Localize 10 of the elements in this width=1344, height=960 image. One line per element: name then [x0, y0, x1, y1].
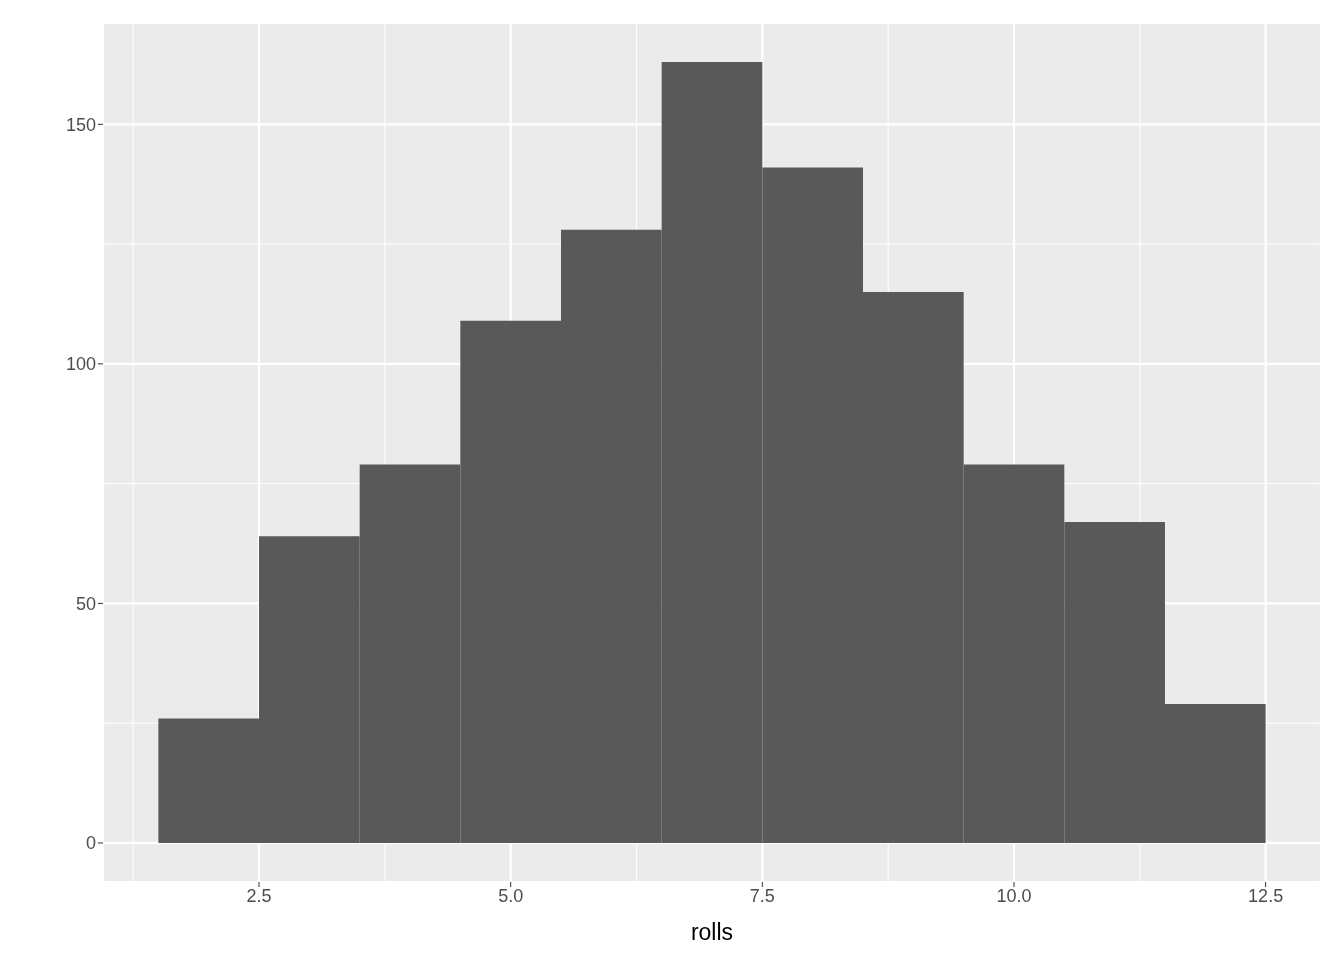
- x-tick-label: 2.5: [246, 885, 272, 906]
- x-tick-label: 7.5: [749, 885, 775, 906]
- x-axis-title: rolls: [690, 919, 734, 945]
- x-tick-label: 12.5: [1248, 885, 1284, 906]
- y-tick-label: 50: [75, 593, 96, 614]
- y-tick-label: 0: [85, 833, 96, 854]
- y-tick-label: 150: [65, 114, 96, 135]
- x-tick-label: 5.0: [498, 885, 524, 906]
- x-tick-label: 10.0: [996, 885, 1032, 906]
- y-tick-label: 100: [65, 354, 96, 375]
